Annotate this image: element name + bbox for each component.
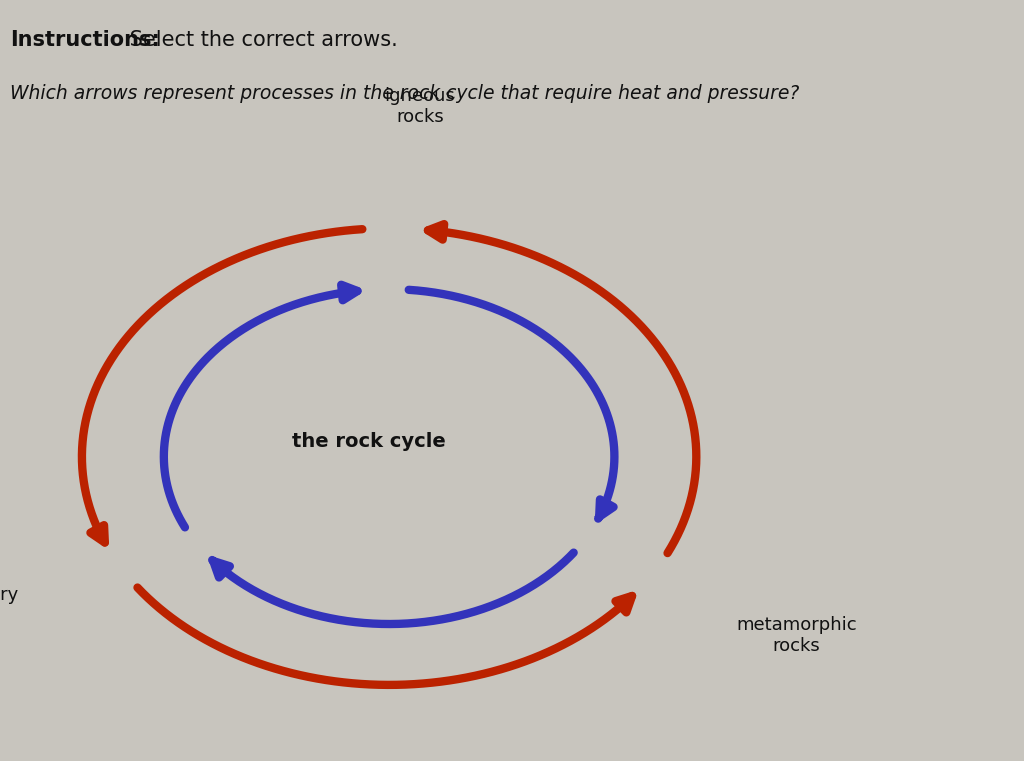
Text: Select the correct arrows.: Select the correct arrows. — [123, 30, 397, 50]
Text: igneous
rocks: igneous rocks — [384, 88, 456, 126]
Text: Which arrows represent processes in the rock cycle that require heat and pressur: Which arrows represent processes in the … — [10, 84, 800, 103]
Text: sedimentary
rocks: sedimentary rocks — [0, 586, 18, 624]
Text: the rock cycle: the rock cycle — [292, 432, 445, 451]
Text: Instructions:: Instructions: — [10, 30, 160, 50]
Text: metamorphic
rocks: metamorphic rocks — [736, 616, 857, 654]
